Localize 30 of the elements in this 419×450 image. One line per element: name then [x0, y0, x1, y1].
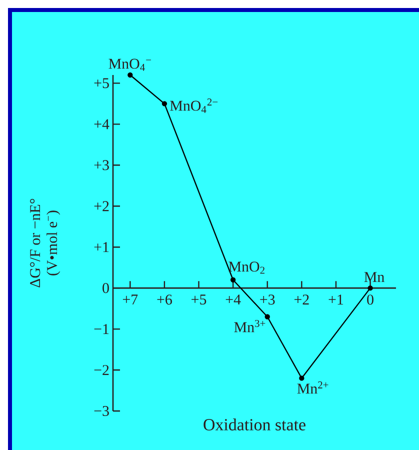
x-tick-label: +7 [122, 294, 138, 304]
y-tick-label: +2 [94, 201, 109, 212]
y-tick-label: −3 [94, 406, 109, 416]
annotation: Mn$^{2+}$ [297, 381, 328, 394]
x-tick-label: +1 [328, 294, 344, 304]
x-axis-title: Oxidation state [204, 418, 306, 430]
x-tick-label: +3 [260, 294, 275, 305]
x-tick-label: +5 [192, 294, 206, 305]
y-tick-label: −1 [94, 324, 109, 334]
annotation: Mn [364, 272, 384, 282]
point [162, 101, 168, 106]
point [299, 376, 304, 381]
point [230, 277, 236, 282]
y-tick-label: +3 [94, 160, 109, 170]
y-tick-label: +4 [94, 119, 110, 130]
x-tick-label: +2 [294, 294, 309, 304]
annotation: Mn$^{3+}$ [234, 320, 266, 332]
y-tick-label: −2 [94, 365, 109, 375]
point [264, 314, 270, 320]
y-tick-label: 0 [102, 283, 109, 294]
point [128, 72, 133, 78]
point [368, 285, 373, 291]
annotation: MnO$_{4}$2− [170, 98, 218, 113]
y-tick-label: +5 [94, 78, 109, 88]
x-tick-label: +6 [157, 294, 172, 305]
x-tick-label: +4 [226, 294, 241, 304]
y-tick-label: +1 [94, 242, 109, 252]
annotation: MnO$_{2}$ [228, 262, 264, 274]
x-tick-label: 0 [367, 294, 374, 305]
annotation: MnO$_{4}$− [108, 58, 151, 71]
